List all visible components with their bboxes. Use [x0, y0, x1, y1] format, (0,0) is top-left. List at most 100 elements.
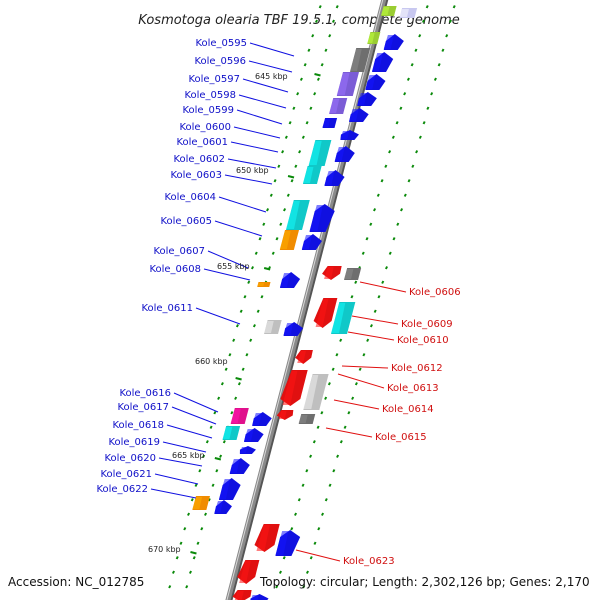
tick-mark: [292, 106, 296, 110]
leader-line-left: [207, 250, 249, 269]
tick-mark: [239, 309, 243, 313]
locus-label-left: Kole_0598: [184, 90, 236, 101]
genome-backbone: [225, 0, 389, 600]
tick-mark: [175, 556, 179, 560]
tick-mark: [217, 396, 221, 400]
tick-mark: [452, 5, 456, 9]
tick-mark: [415, 150, 419, 154]
tick-mark: [324, 498, 328, 502]
tick-mark: [361, 251, 365, 255]
tick-mark: [273, 179, 277, 183]
tick-mark: [369, 222, 373, 226]
tick-mark: [373, 208, 377, 212]
leader-line-left: [233, 126, 281, 139]
scale-label: 650 kbp: [236, 166, 269, 175]
tick-mark: [205, 440, 209, 444]
leader-line-right: [347, 331, 395, 341]
tick-mark: [183, 527, 187, 531]
gene-highlight: [230, 409, 241, 423]
tick-mark: [425, 5, 429, 9]
tick-mark: [234, 396, 238, 400]
leader-line-left: [203, 268, 251, 281]
tick-mark: [316, 77, 320, 81]
gene-highlight: [264, 321, 274, 333]
tick-mark: [399, 106, 403, 110]
tick-mark: [328, 34, 332, 38]
tick-mark: [373, 309, 377, 313]
tick-mark: [271, 251, 275, 255]
tick-mark: [312, 440, 316, 444]
tick-mark: [324, 48, 328, 52]
tick-mark: [249, 338, 253, 342]
leader-line-left: [236, 109, 283, 125]
tick-mark: [243, 295, 247, 299]
tick-mark: [309, 454, 313, 458]
tick-mark: [209, 425, 213, 429]
locus-label-left: Kole_0622: [96, 484, 148, 495]
gene-highlight: [303, 375, 319, 409]
leader-line-left: [248, 60, 293, 73]
locus-label-left: Kole_0605: [160, 216, 212, 227]
locus-label-right: Kole_0613: [387, 383, 439, 394]
gene-highlight: [324, 171, 335, 185]
tick-mark: [298, 150, 302, 154]
tick-mark: [422, 121, 426, 125]
gene-highlight: [372, 53, 383, 71]
leader-line-left: [158, 457, 203, 467]
major-tick: [190, 551, 197, 555]
tick-mark: [250, 266, 254, 270]
locus-label-left: Kole_0617: [117, 402, 169, 413]
gene-highlight: [329, 99, 340, 113]
tick-mark: [347, 411, 351, 415]
gene-highlight: [256, 525, 270, 551]
gene-highlight: [334, 147, 345, 161]
tick-mark: [220, 382, 224, 386]
gene-highlight: [315, 299, 329, 327]
tick-mark: [237, 382, 241, 386]
gene-highlight: [279, 273, 291, 287]
locus-label-left: Kole_0621: [100, 469, 152, 480]
tick-mark: [350, 295, 354, 299]
tick-mark: [305, 570, 309, 574]
tick-mark: [358, 367, 362, 371]
tick-mark: [320, 63, 324, 67]
tick-mark: [269, 193, 273, 197]
leader-line-left: [173, 392, 219, 413]
tick-mark: [301, 135, 305, 139]
leader-line-right: [325, 427, 373, 438]
tick-mark: [275, 237, 279, 241]
tick-mark: [430, 92, 434, 96]
tick-mark: [391, 135, 395, 139]
tick-mark: [410, 63, 414, 67]
tick-mark: [222, 440, 226, 444]
locus-label-right: Kole_0614: [382, 404, 434, 415]
tick-mark: [198, 469, 202, 473]
tick-mark: [245, 353, 249, 357]
scale-label: 660 kbp: [195, 357, 228, 366]
tick-mark: [294, 512, 298, 516]
tick-mark: [381, 280, 385, 284]
tick-mark: [392, 237, 396, 241]
tick-mark: [215, 469, 219, 473]
tick-mark: [311, 34, 315, 38]
tick-mark: [194, 483, 198, 487]
leader-line-right: [341, 365, 389, 369]
tick-mark: [339, 338, 343, 342]
tick-mark: [421, 19, 425, 23]
gene-highlight: [252, 413, 262, 425]
gene-highlight: [301, 235, 312, 249]
leader-line-right: [295, 549, 341, 562]
leader-line-left: [227, 158, 277, 169]
locus-label-right: Kole_0612: [391, 363, 443, 374]
tick-mark: [332, 469, 336, 473]
tick-mark: [324, 396, 328, 400]
tick-mark: [247, 280, 251, 284]
tick-mark: [179, 541, 183, 545]
tick-mark: [411, 164, 415, 168]
tick-mark: [318, 5, 322, 9]
tick-mark: [351, 396, 355, 400]
tick-mark: [377, 295, 381, 299]
tick-marks: [168, 5, 456, 589]
tick-mark: [354, 280, 358, 284]
